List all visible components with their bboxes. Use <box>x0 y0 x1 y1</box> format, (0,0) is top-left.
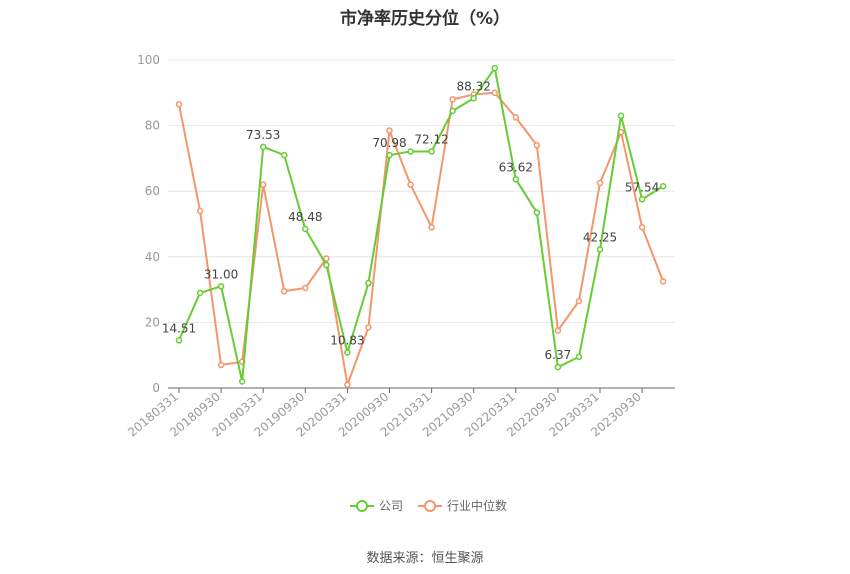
data-point <box>238 378 246 385</box>
data-point <box>344 381 351 388</box>
data-label: 14.51 <box>162 321 196 335</box>
data-point <box>638 196 646 203</box>
data-label: 57.54 <box>625 180 659 194</box>
data-point <box>554 363 562 371</box>
data-point <box>281 151 288 159</box>
data-point <box>428 148 435 155</box>
data-point <box>617 112 625 120</box>
data-point <box>491 64 498 72</box>
grid-lines <box>168 59 675 323</box>
data-label: 70.98 <box>372 136 406 150</box>
x-axis: 2018033120180930201903312019093020200331… <box>125 387 675 440</box>
series-line-industry-median <box>178 91 665 389</box>
y-tick-label: 40 <box>145 250 160 264</box>
chart-title: 市净率历史分位（%） <box>339 9 511 29</box>
data-point <box>659 183 667 190</box>
data-label: 63.62 <box>499 160 533 174</box>
series-line-company <box>178 65 664 382</box>
data-point <box>659 278 667 285</box>
data-point <box>259 143 267 151</box>
data-point <box>554 327 562 334</box>
data-point <box>281 287 288 295</box>
data-point <box>428 224 435 231</box>
data-point <box>302 284 309 292</box>
data-point <box>175 337 183 344</box>
data-point <box>533 209 541 216</box>
legend-swatch-marker <box>356 500 368 512</box>
data-point <box>512 114 520 121</box>
data-point <box>575 297 583 305</box>
data-label: 48.48 <box>288 210 322 224</box>
data-point <box>217 283 225 290</box>
data-point <box>575 353 583 361</box>
data-point <box>596 179 604 187</box>
data-source: 数据来源：恒生聚源 <box>366 551 484 566</box>
data-point <box>196 289 204 297</box>
data-point <box>470 95 477 102</box>
data-point <box>491 89 498 97</box>
data-point <box>533 142 541 149</box>
data-point <box>175 101 183 108</box>
data-label: 72.12 <box>414 132 448 146</box>
data-point <box>365 279 372 287</box>
legend-item[interactable]: 公司 <box>350 499 403 513</box>
data-point <box>302 225 309 233</box>
data-point <box>596 246 604 253</box>
data-point <box>259 181 267 188</box>
legend-item[interactable]: 行业中位数 <box>418 498 507 513</box>
data-point <box>407 148 414 155</box>
data-point <box>196 207 204 215</box>
data-point <box>407 181 414 188</box>
data-point <box>449 96 456 103</box>
data-point <box>512 176 520 183</box>
legend-label: 公司 <box>379 499 403 513</box>
legend[interactable]: 公司 行业中位数 <box>350 498 507 513</box>
y-tick-label: 80 <box>145 119 160 133</box>
data-point <box>386 151 393 159</box>
data-point <box>217 361 225 369</box>
data-label: 42.25 <box>583 230 617 244</box>
y-tick-label: 0 <box>152 381 160 395</box>
legend-swatch-marker <box>424 500 436 512</box>
data-labels: 14.51 31.00 73.53 48.48 10.83 70.98 72.12 88.32… <box>162 79 659 362</box>
series-layer <box>175 64 667 389</box>
data-label: 88.32 <box>457 79 491 93</box>
y-tick-label: 100 <box>137 53 160 67</box>
data-point <box>344 349 351 356</box>
data-label: 10.83 <box>330 333 364 347</box>
data-point <box>449 107 456 115</box>
data-point <box>386 127 393 134</box>
data-point <box>365 324 372 331</box>
y-tick-label: 60 <box>145 184 160 198</box>
data-label: 31.00 <box>204 267 238 281</box>
y-axis-ticks: 0 20 40 60 80 100 <box>137 53 160 395</box>
y-tick-label: 20 <box>145 315 160 329</box>
data-label: 73.53 <box>246 128 280 142</box>
legend-label: 行业中位数 <box>447 498 507 513</box>
data-point <box>323 255 330 262</box>
data-label: 6.37 <box>545 348 572 362</box>
data-point <box>638 224 646 231</box>
data-point <box>323 261 330 269</box>
